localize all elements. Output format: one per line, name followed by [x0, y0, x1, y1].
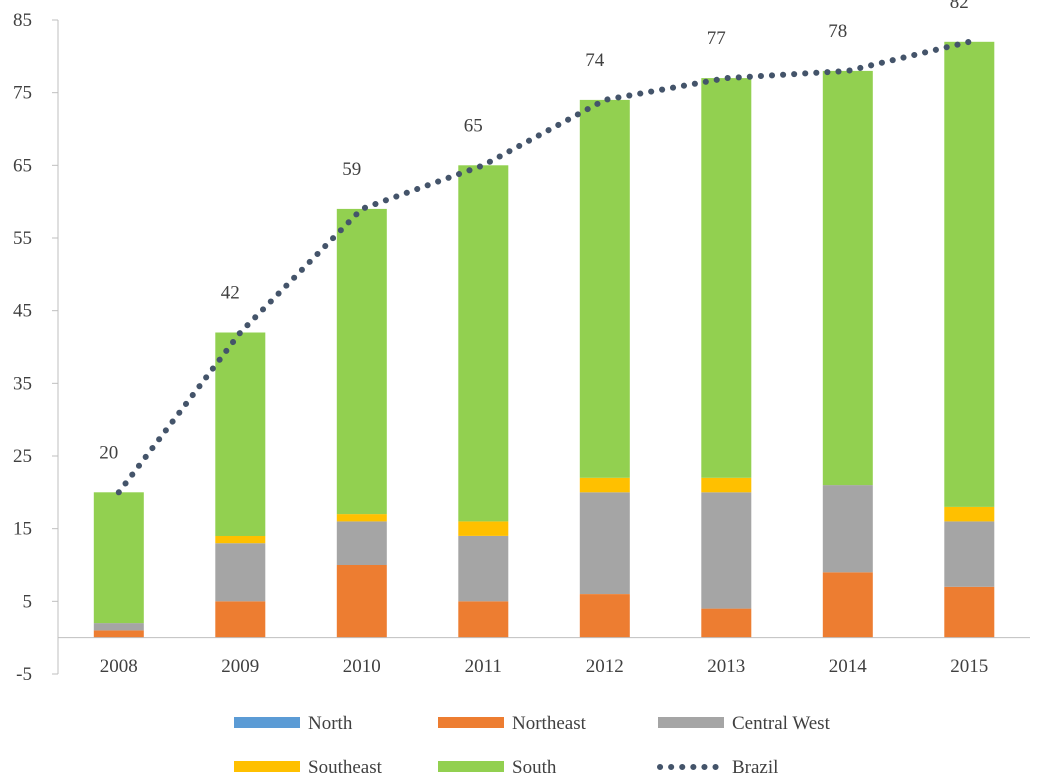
- x-tick-label: 2011: [465, 656, 502, 677]
- data-label-2008: 20: [99, 442, 118, 463]
- bar-central-west-2014: [823, 485, 873, 572]
- bar-southeast-2009: [215, 536, 265, 543]
- x-tick-label: 2013: [707, 656, 745, 677]
- bar-southeast-2010: [337, 514, 387, 521]
- bar-northeast-2009: [215, 601, 265, 637]
- bar-central-west-2010: [337, 521, 387, 565]
- bar-south-2014: [823, 71, 873, 485]
- legend-label-central-west: Central West: [732, 713, 831, 734]
- data-label-2015: 82: [950, 0, 969, 13]
- bar-south-2009: [215, 333, 265, 537]
- bar-southeast-2012: [580, 478, 630, 493]
- legend-swatch-north: [234, 717, 300, 728]
- bar-northeast-2011: [458, 601, 508, 637]
- bar-south-2013: [701, 78, 751, 478]
- bar-northeast-2015: [944, 587, 994, 638]
- bar-northeast-2012: [580, 594, 630, 638]
- data-label-2013: 77: [707, 28, 726, 49]
- bar-south-2012: [580, 100, 630, 478]
- y-tick-label: 5: [23, 591, 33, 612]
- bar-central-west-2013: [701, 492, 751, 608]
- bar-northeast-2014: [823, 572, 873, 637]
- data-label-2009: 42: [221, 282, 240, 303]
- y-tick-label: 75: [13, 83, 32, 104]
- y-tick-label: 45: [13, 301, 32, 322]
- legend-label-brazil: Brazil: [732, 757, 778, 778]
- y-tick-label: 25: [13, 446, 32, 467]
- x-tick-label: 2012: [586, 656, 624, 677]
- x-tick-label: 2010: [343, 656, 381, 677]
- data-label-2011: 65: [464, 115, 483, 136]
- bar-central-west-2008: [94, 623, 144, 630]
- legend-label-northeast: Northeast: [512, 713, 587, 734]
- bar-northeast-2010: [337, 565, 387, 638]
- bar-central-west-2009: [215, 543, 265, 601]
- y-tick-label: 65: [13, 155, 32, 176]
- y-tick-label: -5: [16, 664, 32, 685]
- bars-layer: [94, 42, 995, 638]
- legend-swatch-south: [438, 761, 504, 772]
- legend-swatch-southeast: [234, 761, 300, 772]
- legend-label-south: South: [512, 757, 557, 778]
- bar-central-west-2011: [458, 536, 508, 601]
- bar-southeast-2013: [701, 478, 751, 493]
- x-tick-label: 2009: [221, 656, 259, 677]
- y-tick-label: 55: [13, 228, 32, 249]
- bar-southeast-2015: [944, 507, 994, 522]
- bar-south-2011: [458, 165, 508, 521]
- bar-northeast-2013: [701, 609, 751, 638]
- y-tick-label: 35: [13, 373, 32, 394]
- bar-central-west-2015: [944, 521, 994, 586]
- bar-south-2008: [94, 492, 144, 623]
- axes-layer: -5 5 15 25 35 45 55 65 75 85 2008 2009 2010 2011 2012 2…: [13, 10, 1030, 685]
- y-tick-label: 15: [13, 519, 32, 540]
- data-label-2014: 78: [828, 21, 847, 42]
- legend: North Northeast Central West Southeast South…: [234, 713, 831, 778]
- x-tick-label: 2015: [950, 656, 988, 677]
- bar-southeast-2011: [458, 521, 508, 536]
- bar-south-2015: [944, 42, 994, 507]
- legend-label-north: North: [308, 713, 353, 734]
- legend-label-southeast: Southeast: [308, 757, 383, 778]
- data-label-2012: 74: [585, 50, 605, 71]
- data-label-2010: 59: [342, 159, 361, 180]
- bar-northeast-2008: [94, 630, 144, 637]
- bar-south-2010: [337, 209, 387, 514]
- x-tick-label: 2008: [100, 656, 138, 677]
- x-tick-label: 2014: [829, 656, 868, 677]
- legend-swatch-northeast: [438, 717, 504, 728]
- y-tick-label: 85: [13, 10, 32, 31]
- bar-central-west-2012: [580, 492, 630, 594]
- legend-swatch-central-west: [658, 717, 724, 728]
